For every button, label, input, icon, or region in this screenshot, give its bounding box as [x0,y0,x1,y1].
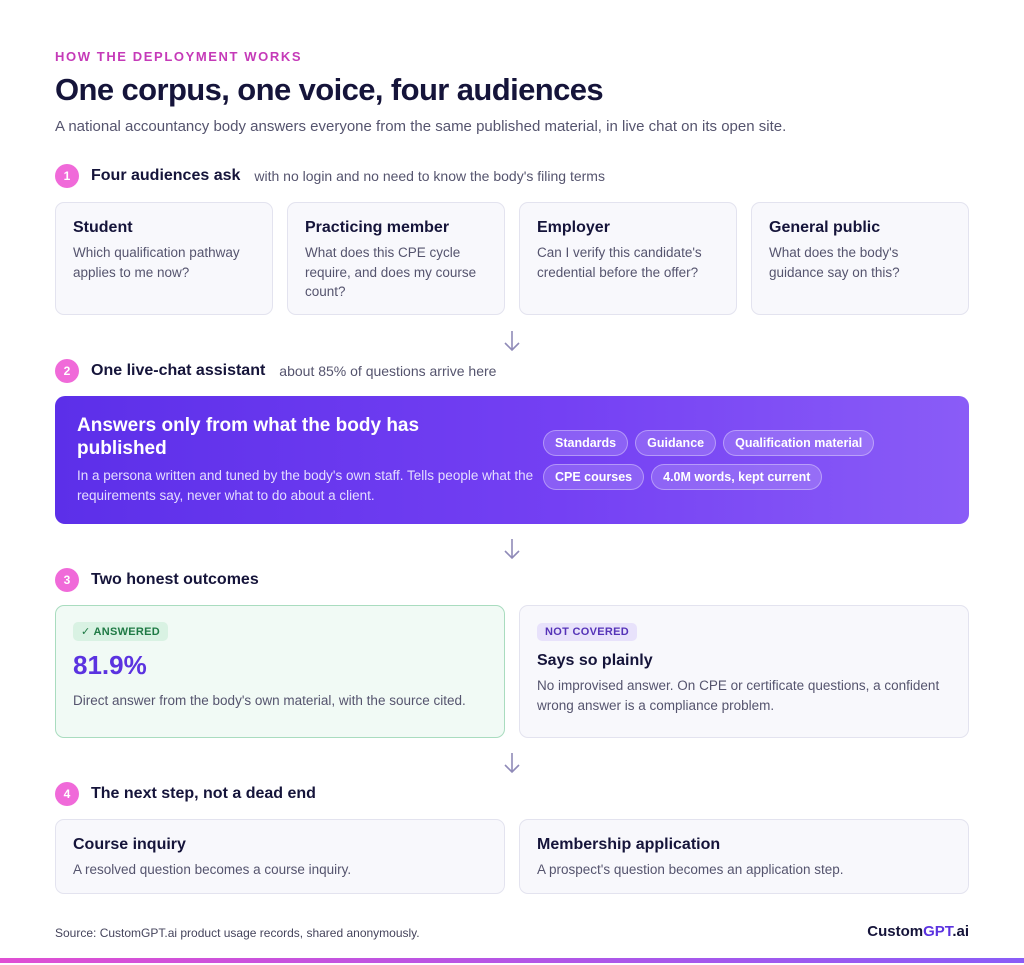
chip-standards: Standards [543,430,629,456]
audience-card-practicing-member: Practicing member What does this CPE cyc… [287,202,505,315]
logo-text-accent: GPT [923,923,953,940]
audience-card-general-public: General public What does the body's guid… [751,202,969,315]
card-title: Employer [537,219,610,236]
outcome-card-not-covered: NOT COVERED Says so plainly No improvise… [519,605,969,738]
chip-qualification-material: Qualification material [723,430,875,456]
card-title: Membership application [537,836,721,853]
step-3-header: 3 Two honest outcomes [55,568,273,592]
step-4-header: 4 The next step, not a dead end [55,782,330,806]
step-note: about 85% of questions arrive here [279,363,497,379]
answered-badge: ✓ ANSWERED [73,622,169,641]
audience-card-employer: Employer Can I verify this candidate's c… [519,202,737,315]
next-step-card-course-inquiry: Course inquiry A resolved question becom… [55,819,505,894]
page-subtitle: A national accountancy body answers ever… [55,118,787,135]
card-text: Direct answer from the body's own materi… [73,693,466,708]
card-text: A resolved question becomes a course inq… [73,862,352,877]
step-number-badge: 1 [55,164,79,188]
card-title: Course inquiry [73,836,186,853]
card-title: Student [73,219,133,236]
outcome-card-answered: ✓ ANSWERED 81.9% Direct answer from the … [55,605,505,738]
brand-logo: CustomGPT.ai [867,923,969,940]
not-covered-badge: NOT COVERED [537,623,637,641]
step-2-header: 2 One live-chat assistant about 85% of q… [55,359,496,383]
next-step-card-membership-application: Membership application A prospect's ques… [519,819,969,894]
step-title: One live-chat assistant [91,362,266,379]
bottom-gradient-bar [0,958,1024,963]
page-title: One corpus, one voice, four audiences [55,72,604,107]
eyebrow: HOW THE DEPLOYMENT WORKS [55,49,303,64]
card-title: Says so plainly [537,652,653,669]
step-title: Two honest outcomes [91,571,259,588]
card-text: What does the body's guidance say on thi… [769,245,900,280]
source-chips: Standards Guidance Qualification materia… [543,430,943,490]
step-number-badge: 2 [55,359,79,383]
assistant-text: In a persona written and tuned by the bo… [77,468,534,503]
card-text: No improvised answer. On CPE or certific… [537,678,940,713]
logo-text-suffix: .ai [952,923,969,940]
answered-percentage: 81.9% [73,650,147,680]
card-title: General public [769,219,881,236]
card-text: Which qualification pathway applies to m… [73,245,240,280]
step-1-header: 1 Four audiences ask with no login and n… [55,164,605,188]
logo-text-main: Custom [867,923,924,940]
step-number-badge: 3 [55,568,79,592]
assistant-panel: Answers only from what the body has publ… [55,396,969,524]
step-title: Four audiences ask [91,167,241,184]
card-text: What does this CPE cycle require, and do… [305,245,477,299]
step-title: The next step, not a dead end [91,785,316,802]
down-arrow-icon [504,331,520,352]
card-title: Practicing member [305,219,450,236]
chip-guidance: Guidance [635,430,717,456]
down-arrow-icon [504,753,520,774]
card-text: A prospect's question becomes an applica… [537,862,844,877]
chip-word-count: 4.0M words, kept current [651,464,823,490]
card-text: Can I verify this candidate's credential… [537,245,702,280]
chip-cpe-courses: CPE courses [543,464,645,490]
step-note: with no login and no need to know the bo… [254,168,605,184]
step-number-badge: 4 [55,782,79,806]
audience-card-student: Student Which qualification pathway appl… [55,202,273,315]
assistant-title: Answers only from what the body has publ… [77,415,420,459]
down-arrow-icon [504,539,520,560]
source-note: Source: CustomGPT.ai product usage recor… [55,926,420,940]
